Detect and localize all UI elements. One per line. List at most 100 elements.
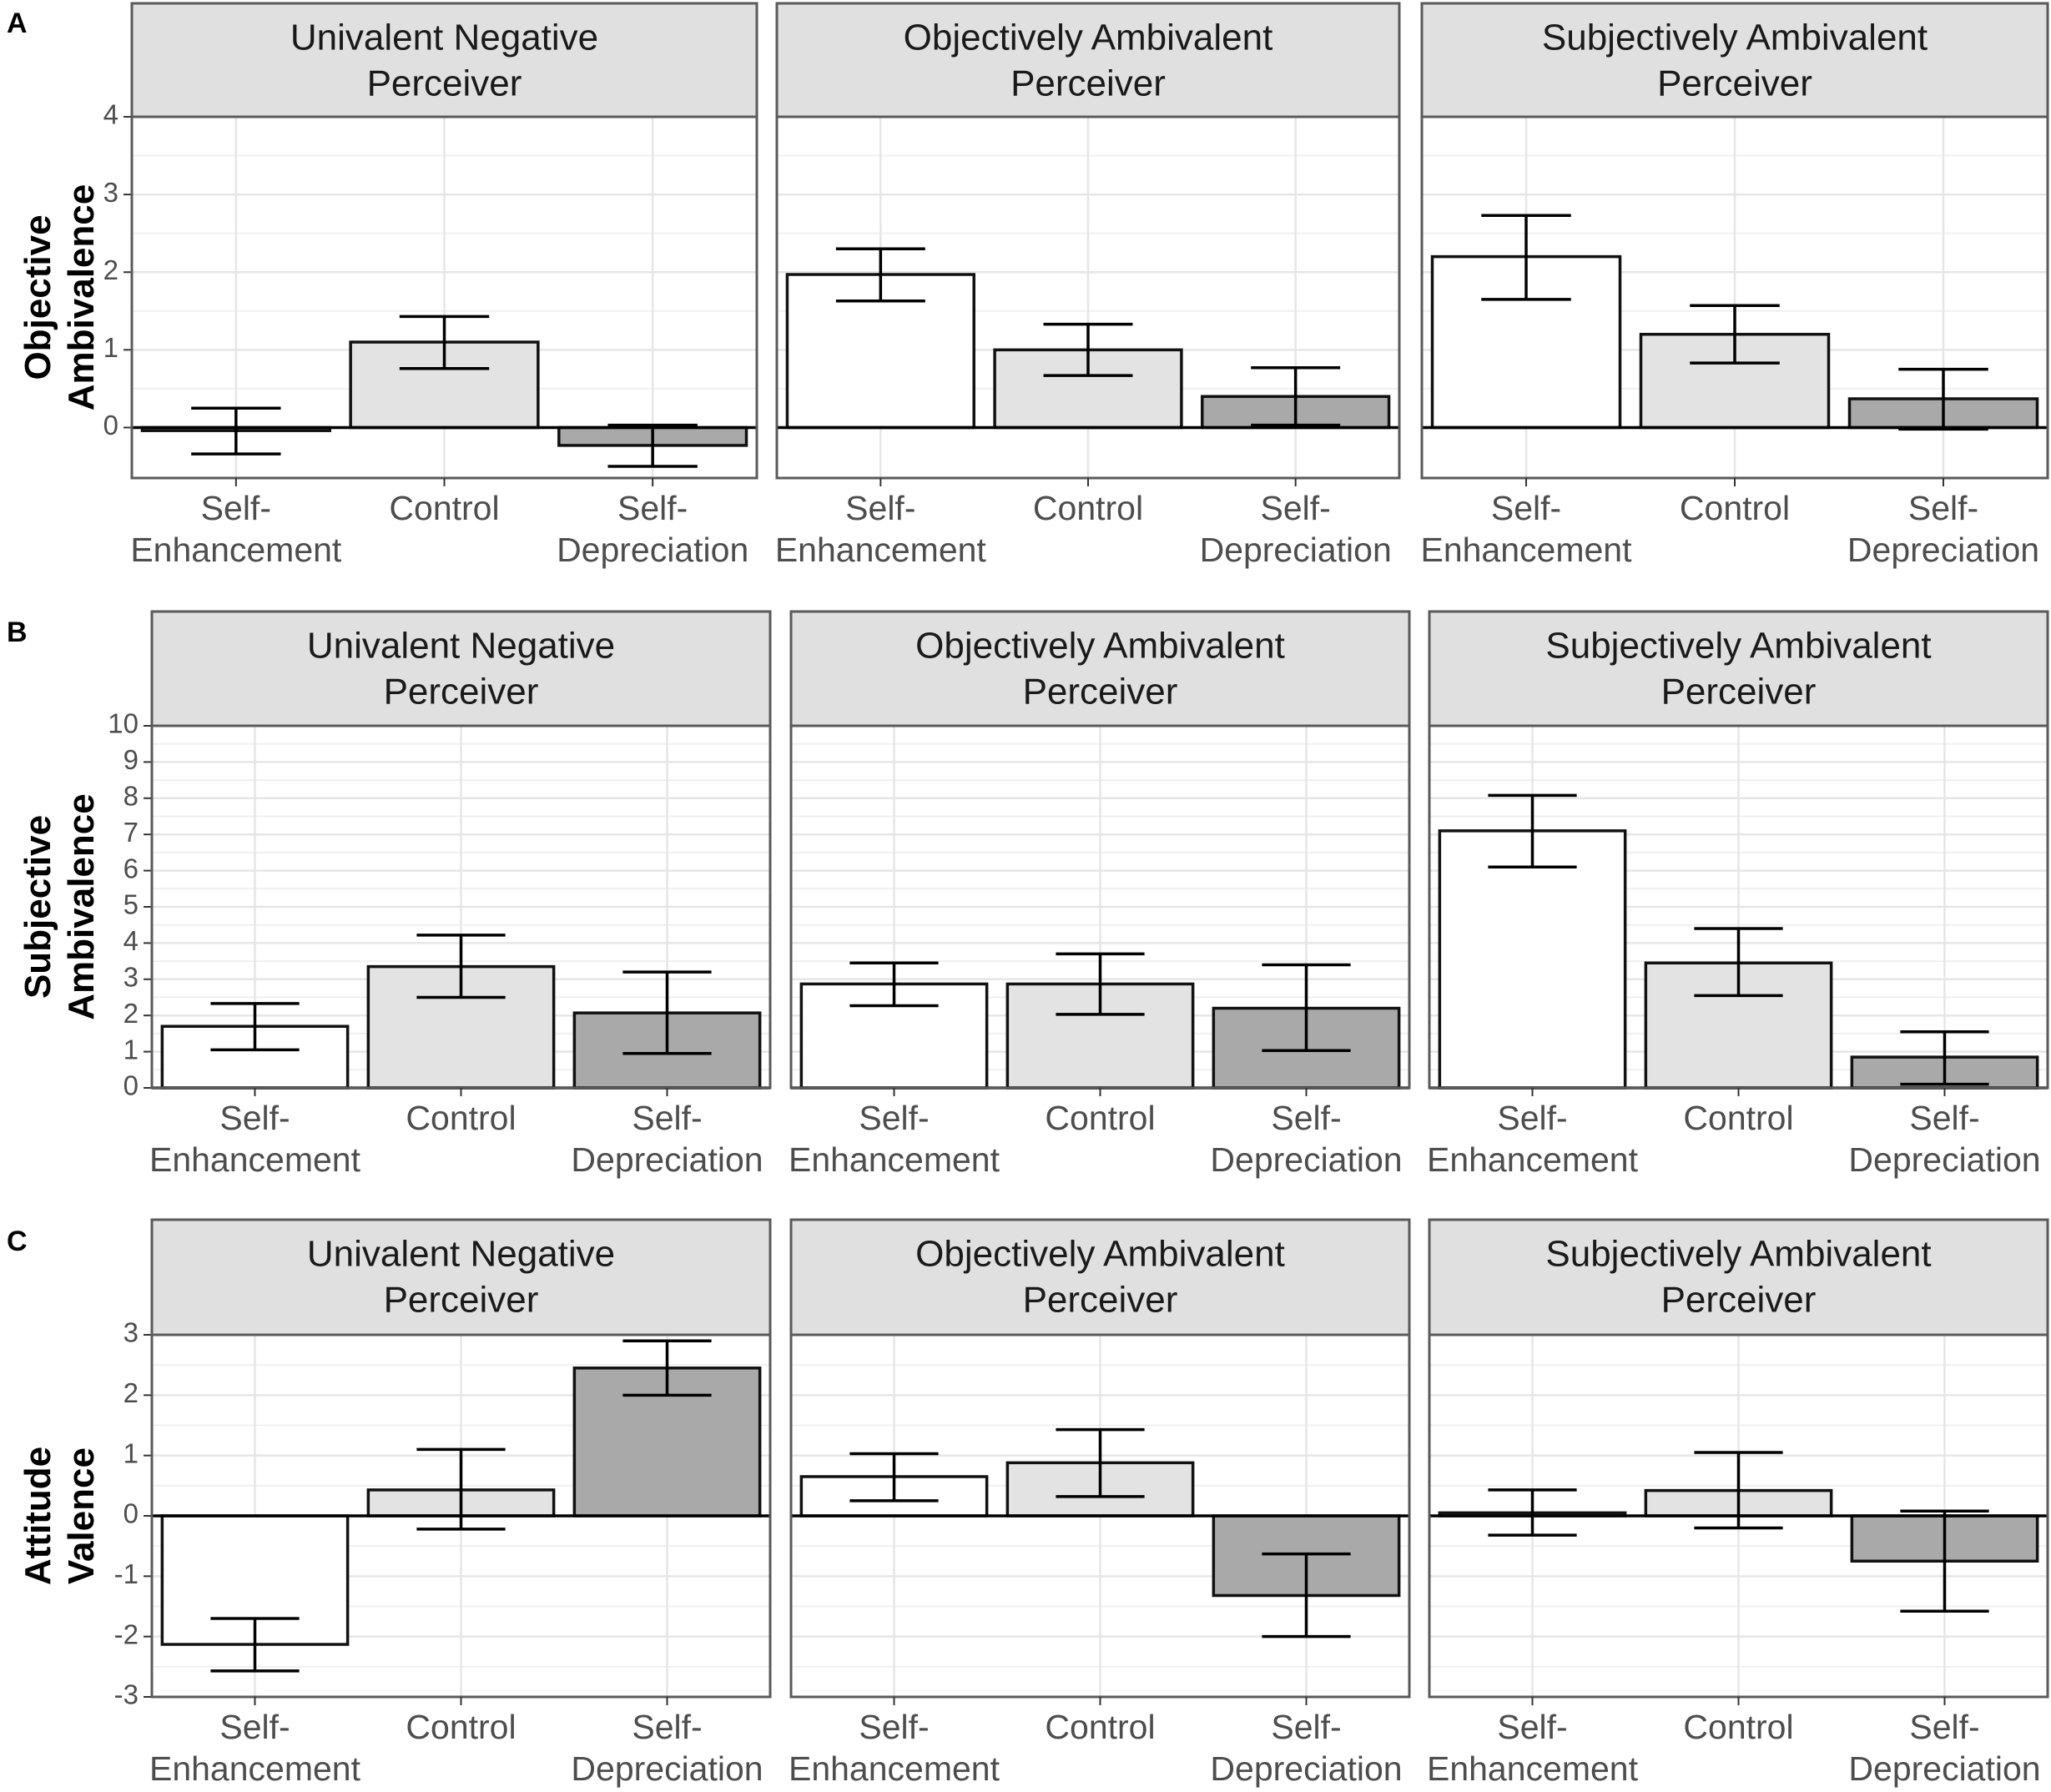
facet-title-line1: Subjectively Ambivalent <box>1545 626 1931 667</box>
facet: Objectively Ambivalent Perceiver Self- Enha… <box>789 610 1411 1179</box>
y-axis-title-line: Ambivalence <box>61 184 102 410</box>
x-tick-label-line2: Depreciation <box>1848 1140 2040 1179</box>
facet-strip <box>1420 2 2049 118</box>
facet: Objectively AmbivalentPerceiverSelf-Enha… <box>775 2 1401 569</box>
panel-letter: C <box>7 1226 28 1257</box>
x-tick-label: Self- <box>1261 489 1331 527</box>
x-tick-label-line2: Enhancement <box>149 1749 361 1788</box>
x-tick-label: Control <box>406 1708 516 1746</box>
x-tick-label: Control <box>406 1099 516 1137</box>
panel-b: B SubjectiveAmbivalence 0 1 2 3 4 5 6 7 8 9 10 Unival… <box>7 610 2049 1179</box>
facet-strip <box>130 2 758 118</box>
x-tick-label-line2: Depreciation <box>1200 531 1392 569</box>
y-axis-title: SubjectiveAmbivalence <box>18 793 102 1019</box>
y-tick-label: -1 <box>114 1558 139 1589</box>
x-tick-label: Self- <box>1909 1708 1979 1746</box>
y-tick-label: -3 <box>114 1679 139 1710</box>
y-axis-title-line: Objective <box>18 214 58 380</box>
facet-title-line1: Objectively Ambivalent <box>915 626 1285 667</box>
y-axis-title: ObjectiveAmbivalence <box>18 184 102 410</box>
x-tick-label: Self- <box>219 1099 290 1137</box>
y-tick-label: 1 <box>123 1034 139 1065</box>
x-tick-label: Self- <box>201 489 271 527</box>
facet-strip <box>1428 1218 2049 1336</box>
facet: Univalent NegativePerceiverSelf-Enhancem… <box>149 610 772 1179</box>
x-tick-label: Self- <box>1497 1099 1567 1137</box>
facet-title-line2: Perceiver <box>1657 63 1812 104</box>
x-tick-label: Self- <box>632 1708 702 1746</box>
facet-title-line1: Univalent Negative <box>290 18 598 58</box>
x-tick-label: Control <box>1683 1708 1793 1746</box>
bar <box>1438 829 1627 1090</box>
y-tick-label: 2 <box>123 1377 139 1408</box>
y-axis-title-line: Subjective <box>18 815 58 999</box>
x-tick-label: Control <box>1680 489 1790 527</box>
x-tick-label: Self- <box>1271 1708 1341 1746</box>
facet-title-line2: Perceiver <box>384 1280 539 1321</box>
y-tick-label: 6 <box>123 853 139 883</box>
x-tick-label: Self- <box>1491 489 1561 527</box>
facet-strip <box>150 1218 772 1336</box>
facet-title-line1: Subjectively Ambivalent <box>1545 1234 1931 1275</box>
y-tick-label: 0 <box>123 1498 139 1529</box>
facet-title-line2: Perceiver <box>1023 672 1178 712</box>
y-tick-label: 4 <box>123 925 139 956</box>
x-tick-label: Control <box>389 489 499 527</box>
facet-title-line2: Perceiver <box>1661 1280 1817 1321</box>
facet: Subjectively AmbivalentPerceiverSelf-Enh… <box>1427 610 2049 1179</box>
x-tick-label: Self- <box>859 1708 929 1746</box>
facet: Univalent NegativePerceiverSelf-Enhancem… <box>130 2 758 569</box>
x-tick-label: Self- <box>219 1708 290 1746</box>
x-tick-label: Self- <box>632 1099 702 1137</box>
x-tick-label-line2: Enhancement <box>130 531 342 569</box>
x-tick-label: Self- <box>617 489 688 527</box>
y-tick-label: 5 <box>123 889 139 920</box>
x-tick-label-line2: Enhancement <box>1427 1140 1639 1179</box>
x-tick-label-line2: Depreciation <box>557 531 748 569</box>
x-tick-label-line2: Enhancement <box>1427 1749 1639 1788</box>
y-tick-label: 1 <box>103 332 118 363</box>
facet-title-line1: Subjectively Ambivalent <box>1542 18 1928 58</box>
y-axis-title-line: Ambivalence <box>61 793 102 1019</box>
x-tick-label-line2: Enhancement <box>775 531 987 569</box>
y-axis-title: AttitudeValence <box>18 1447 102 1585</box>
x-tick-label-line2: Depreciation <box>1847 531 2039 569</box>
panel-letter: A <box>7 8 28 39</box>
y-tick-label: 3 <box>123 1317 139 1348</box>
facet-strip <box>789 1218 1411 1336</box>
y-axis-title-line: Attitude <box>18 1447 58 1585</box>
x-tick-label: Self- <box>1909 1099 1979 1137</box>
facet-title-line1: Univalent Negative <box>307 1234 615 1275</box>
facet-title-line2: Perceiver <box>1010 63 1166 104</box>
x-tick-label-line2: Enhancement <box>1420 531 1632 569</box>
facet-title-line1: Univalent Negative <box>307 626 615 667</box>
y-tick-label: 2 <box>103 254 118 285</box>
x-tick-label: Self- <box>1271 1099 1341 1137</box>
y-tick-label: 3 <box>103 177 118 208</box>
x-tick-label-line2: Depreciation <box>1848 1749 2040 1788</box>
facet-title-line2: Perceiver <box>1661 672 1817 712</box>
x-tick-label-line2: Depreciation <box>571 1749 763 1788</box>
y-tick-label: 8 <box>123 781 139 812</box>
panel-c: C AttitudeValence -3 -2 -1 0 1 2 3 Univalent Nega… <box>7 1218 2049 1788</box>
y-tick-label: 1 <box>123 1437 139 1468</box>
y-tick-label: 2 <box>123 998 139 1029</box>
facet-strip <box>775 2 1401 118</box>
x-tick-label: Self- <box>1497 1708 1567 1746</box>
y-tick-label: -2 <box>114 1618 139 1649</box>
x-tick-label: Control <box>1683 1099 1793 1137</box>
facet-title-line1: Objectively Ambivalent <box>915 1234 1285 1275</box>
y-tick-label: 4 <box>103 99 118 130</box>
facet: Univalent NegativePerceiverSelf-Enhancem… <box>149 1218 772 1788</box>
y-tick-label: 0 <box>123 1070 139 1101</box>
x-tick-label: Control <box>1045 1099 1155 1137</box>
facet-strip <box>150 610 772 727</box>
panel-letter: B <box>7 617 28 648</box>
x-tick-label-line2: Enhancement <box>789 1140 1000 1179</box>
y-axis-title-line: Valence <box>61 1447 102 1584</box>
x-tick-label: Self- <box>1908 489 1978 527</box>
y-tick-label: 9 <box>123 744 139 775</box>
y-tick-label: 0 <box>103 410 118 440</box>
y-tick-label: 3 <box>123 962 139 993</box>
